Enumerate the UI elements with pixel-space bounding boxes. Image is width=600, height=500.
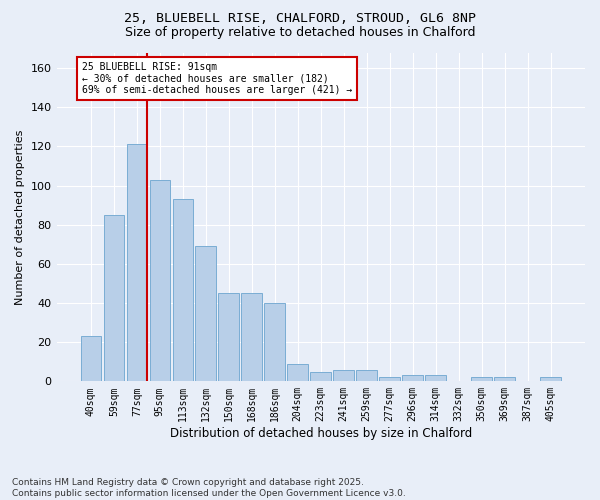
Bar [149,180,170,382]
Bar [356,370,377,382]
Bar [540,378,561,382]
Bar [403,376,423,382]
Bar [379,378,400,382]
Bar [425,376,446,382]
Bar [287,364,308,382]
Text: 25 BLUEBELL RISE: 91sqm
← 30% of detached houses are smaller (182)
69% of semi-d: 25 BLUEBELL RISE: 91sqm ← 30% of detache… [82,62,352,96]
Bar [218,294,239,382]
Text: 25, BLUEBELL RISE, CHALFORD, STROUD, GL6 8NP: 25, BLUEBELL RISE, CHALFORD, STROUD, GL6… [124,12,476,26]
Bar [334,370,354,382]
Bar [310,372,331,382]
Bar [494,378,515,382]
Text: Size of property relative to detached houses in Chalford: Size of property relative to detached ho… [125,26,475,39]
Y-axis label: Number of detached properties: Number of detached properties [15,129,25,304]
Bar [472,378,492,382]
Bar [265,303,285,382]
Bar [127,144,147,382]
Bar [241,294,262,382]
Bar [104,215,124,382]
Bar [173,200,193,382]
Bar [80,336,101,382]
Text: Contains HM Land Registry data © Crown copyright and database right 2025.
Contai: Contains HM Land Registry data © Crown c… [12,478,406,498]
Bar [196,246,216,382]
X-axis label: Distribution of detached houses by size in Chalford: Distribution of detached houses by size … [170,427,472,440]
